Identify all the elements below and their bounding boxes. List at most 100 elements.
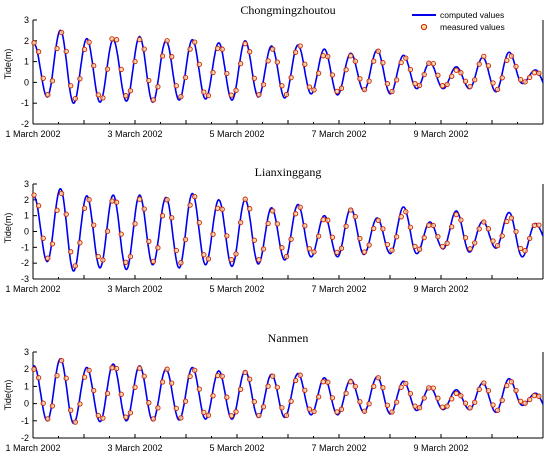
measured-point — [77, 240, 83, 246]
measured-point — [205, 92, 212, 99]
measured-point — [109, 198, 115, 204]
measured-point — [159, 379, 166, 385]
measured-point — [348, 53, 354, 59]
measured-point — [371, 383, 377, 390]
measured-point — [393, 77, 400, 83]
measured-point — [31, 40, 37, 46]
measured-point — [251, 237, 257, 243]
measured-point — [242, 41, 248, 47]
series-line-computed — [33, 358, 544, 425]
measured-point — [357, 399, 363, 405]
measured-point — [325, 217, 331, 223]
measured-point — [352, 213, 358, 220]
measured-point — [256, 412, 262, 419]
measured-point — [146, 400, 152, 406]
plot-area: -2 -1 0 1 2 3 1 March 2002 3 March 2002 5 March … — [5, 347, 544, 453]
measured-point — [348, 207, 354, 213]
measured-point — [329, 234, 336, 240]
measured-point — [458, 217, 464, 223]
measured-point — [123, 259, 129, 265]
measured-point — [155, 405, 161, 411]
measured-point — [270, 46, 276, 52]
x-tick-label: 5 March 2002 — [209, 129, 264, 139]
y-tick-label: -1 — [21, 416, 29, 426]
measured-point — [192, 193, 198, 200]
measured-point — [504, 382, 510, 389]
measured-point — [58, 29, 65, 36]
measured-point — [435, 72, 441, 78]
measured-point — [159, 213, 166, 219]
measured-point — [366, 242, 372, 248]
measured-point — [517, 398, 524, 404]
measured-point — [458, 393, 464, 399]
measured-point — [490, 238, 496, 244]
measured-point — [58, 190, 65, 197]
measured-point — [45, 255, 51, 261]
measured-point — [54, 45, 60, 52]
measured-point — [173, 247, 179, 254]
measured-point — [63, 375, 69, 381]
measured-point — [320, 216, 326, 223]
measured-point — [164, 197, 170, 203]
measured-point — [458, 70, 464, 76]
measured-point — [517, 245, 524, 252]
measured-point — [214, 205, 221, 211]
measured-point — [63, 211, 69, 217]
measured-point — [242, 369, 248, 376]
measured-point — [113, 37, 120, 43]
measured-point — [522, 79, 528, 85]
measured-point — [100, 257, 106, 263]
measured-point — [150, 258, 157, 265]
measured-point — [123, 414, 129, 420]
measured-point — [311, 408, 317, 415]
x-tick-label: 5 March 2002 — [209, 443, 264, 453]
measured-point — [155, 84, 161, 90]
measured-point — [113, 365, 120, 372]
measured-point — [49, 403, 56, 409]
measured-point — [494, 86, 501, 93]
y-tick-label: 2 — [24, 364, 29, 374]
measured-point — [504, 57, 510, 64]
measured-point — [494, 242, 501, 249]
measured-point — [127, 253, 134, 260]
measured-point — [68, 407, 74, 413]
measured-point — [251, 399, 257, 405]
measured-point — [81, 374, 88, 380]
measured-point — [233, 251, 239, 257]
measured-point — [260, 81, 267, 88]
measured-point — [279, 405, 285, 411]
measured-point — [371, 58, 377, 64]
measured-point — [338, 85, 345, 91]
chart-panel-nanmen: Nanmen Tide(m) -2 -1 0 1 2 3 1 March 2002 3 Mar… — [3, 331, 544, 453]
measured-point — [380, 60, 386, 66]
measured-point — [407, 66, 414, 73]
measured-point — [132, 58, 138, 65]
measured-point — [467, 246, 473, 252]
measured-point — [311, 87, 317, 93]
measured-point — [288, 236, 294, 242]
measured-point — [421, 395, 427, 401]
measured-point — [407, 224, 414, 230]
measured-point — [329, 395, 336, 401]
measured-point — [283, 91, 290, 98]
y-tick-label: 0 — [24, 399, 29, 409]
measured-point — [513, 228, 519, 235]
measured-point — [357, 235, 363, 242]
measured-point — [274, 384, 280, 390]
measured-point — [522, 400, 528, 406]
measured-point — [485, 226, 492, 232]
measured-point — [426, 385, 432, 391]
measured-point — [49, 78, 56, 84]
panel-title: Chongmingzhoutou — [240, 3, 335, 17]
measured-point — [416, 246, 423, 252]
measured-point — [169, 54, 175, 60]
measured-point — [247, 206, 253, 212]
measured-point — [132, 384, 138, 390]
measured-point — [389, 247, 395, 253]
x-tick-label: 9 March 2002 — [413, 443, 468, 453]
measured-point — [178, 93, 184, 100]
plot-area: -2 -1 0 1 2 3 1 March 2002 3 March 2002 5 March … — [5, 15, 544, 139]
measured-point — [237, 219, 244, 226]
legend-entry-computed: computed values — [440, 10, 504, 20]
measured-point — [467, 405, 473, 411]
